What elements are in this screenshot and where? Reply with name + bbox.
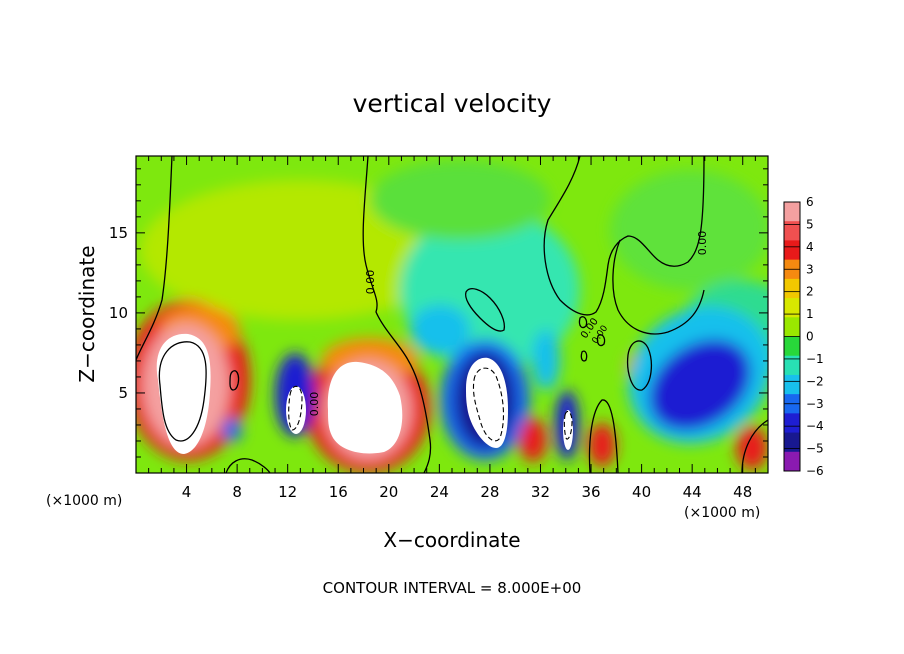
contour-bottom-10 — [225, 458, 271, 473]
x-unit-right: (×1000 m) — [684, 505, 760, 521]
colorbar-swatch — [784, 298, 800, 318]
colorbar-swatch — [784, 317, 800, 337]
contour-loop-left-core — [158, 341, 207, 442]
contour-label-right: 0.00 — [696, 231, 709, 256]
negative-contours — [288, 367, 573, 442]
x-tick-label: 36 — [581, 483, 600, 501]
x-tick-label: 12 — [278, 483, 297, 501]
contour-neg-28 — [472, 367, 504, 442]
blob-small-blue-9 — [222, 418, 242, 442]
colorbar-label: −2 — [806, 374, 824, 388]
contour-bottom-36 — [588, 399, 619, 473]
saturated-cores — [156, 333, 573, 454]
heatmap-field — [136, 156, 768, 473]
colorbar-label: −3 — [806, 397, 824, 411]
x-unit-left: (×1000 m) — [46, 493, 122, 509]
blob-small-blue-23 — [410, 305, 470, 355]
contour-center — [362, 156, 432, 473]
y-tick-label: 15 — [109, 224, 128, 242]
colorbar-swatch — [784, 374, 800, 395]
x-tick-label: 32 — [531, 483, 550, 501]
colorbar-label: 4 — [806, 240, 814, 254]
x-tick-label: 40 — [632, 483, 651, 501]
colorbar: 6 5 4 3 2 1 0 −1 −2 −3 −4 −5 −6 — [783, 195, 824, 478]
x-axis-label: X−coordinate — [383, 528, 520, 552]
core-down-34 — [563, 410, 573, 450]
x-tick-label: 8 — [232, 483, 242, 501]
contour-loop-26 — [464, 288, 506, 332]
colorbar-label: 0 — [806, 330, 814, 344]
colorbar-swatch — [784, 432, 800, 453]
blob-right-green — [610, 170, 768, 290]
core-mid — [327, 361, 403, 454]
contour-right — [612, 239, 705, 335]
colorbar-swatch — [784, 336, 800, 357]
blob-right-blue-inner — [649, 339, 751, 431]
blob-mid-green — [370, 160, 550, 240]
contour-label-center: 0.00 — [364, 270, 377, 295]
colorbar-label: −4 — [806, 419, 824, 433]
x-tick-label: 44 — [683, 483, 702, 501]
contour-label-left: 0.00 — [308, 392, 321, 417]
blob-small-cyan-32 — [532, 330, 560, 390]
colorbar-label: −1 — [806, 352, 824, 366]
contour-loop-small-33 — [580, 350, 588, 362]
colorbar-label: 2 — [806, 285, 814, 299]
colorbar-swatch — [784, 240, 800, 261]
x-tick-label: 48 — [733, 483, 752, 501]
core-left — [156, 333, 211, 454]
y-tick-label: 10 — [109, 304, 128, 322]
contour-loop-40 — [626, 340, 653, 391]
contour-loop-small-36 — [596, 334, 606, 347]
contour-mid-right — [543, 156, 705, 316]
x-tick-label: 4 — [182, 483, 192, 501]
x-tick-label: 16 — [329, 483, 348, 501]
colorbar-label: 5 — [806, 217, 814, 231]
contour-interval-footer: CONTOUR INTERVAL = 8.000E+00 — [323, 579, 582, 597]
y-axis-label: Z−coordinate — [75, 245, 99, 382]
blob-up-31 — [519, 418, 547, 462]
x-tick-label: 28 — [480, 483, 499, 501]
colorbar-swatch — [784, 355, 800, 376]
blob-up-48 — [736, 426, 768, 470]
colorbar-swatch — [784, 413, 800, 434]
x-tick-label: 20 — [379, 483, 398, 501]
x-tick-label: 24 — [430, 483, 449, 501]
y-tick-label: 5 — [118, 384, 128, 402]
contour-left — [136, 156, 173, 361]
colorbar-label: 3 — [806, 262, 814, 276]
core-down-12 — [286, 386, 306, 434]
zero-contours — [136, 156, 768, 473]
blob-up-37 — [588, 423, 616, 467]
colorbar-label: 1 — [806, 307, 814, 321]
contour-loop-small-35 — [578, 316, 588, 329]
colorbar-swatch — [784, 202, 800, 222]
contour-neg-12 — [288, 385, 303, 431]
field-blobs — [136, 160, 768, 473]
chart-title: vertical velocity — [353, 89, 552, 118]
colorbar-swatch — [784, 278, 800, 299]
colorbar-label: −5 — [806, 442, 824, 456]
contour-loop-small-9 — [229, 370, 240, 391]
colorbar-label: −6 — [806, 464, 824, 478]
contour-neg-34 — [563, 410, 573, 440]
colorbar-swatch — [784, 451, 800, 472]
colorbar-swatch — [784, 221, 800, 241]
colorbar-label: 6 — [806, 195, 814, 209]
